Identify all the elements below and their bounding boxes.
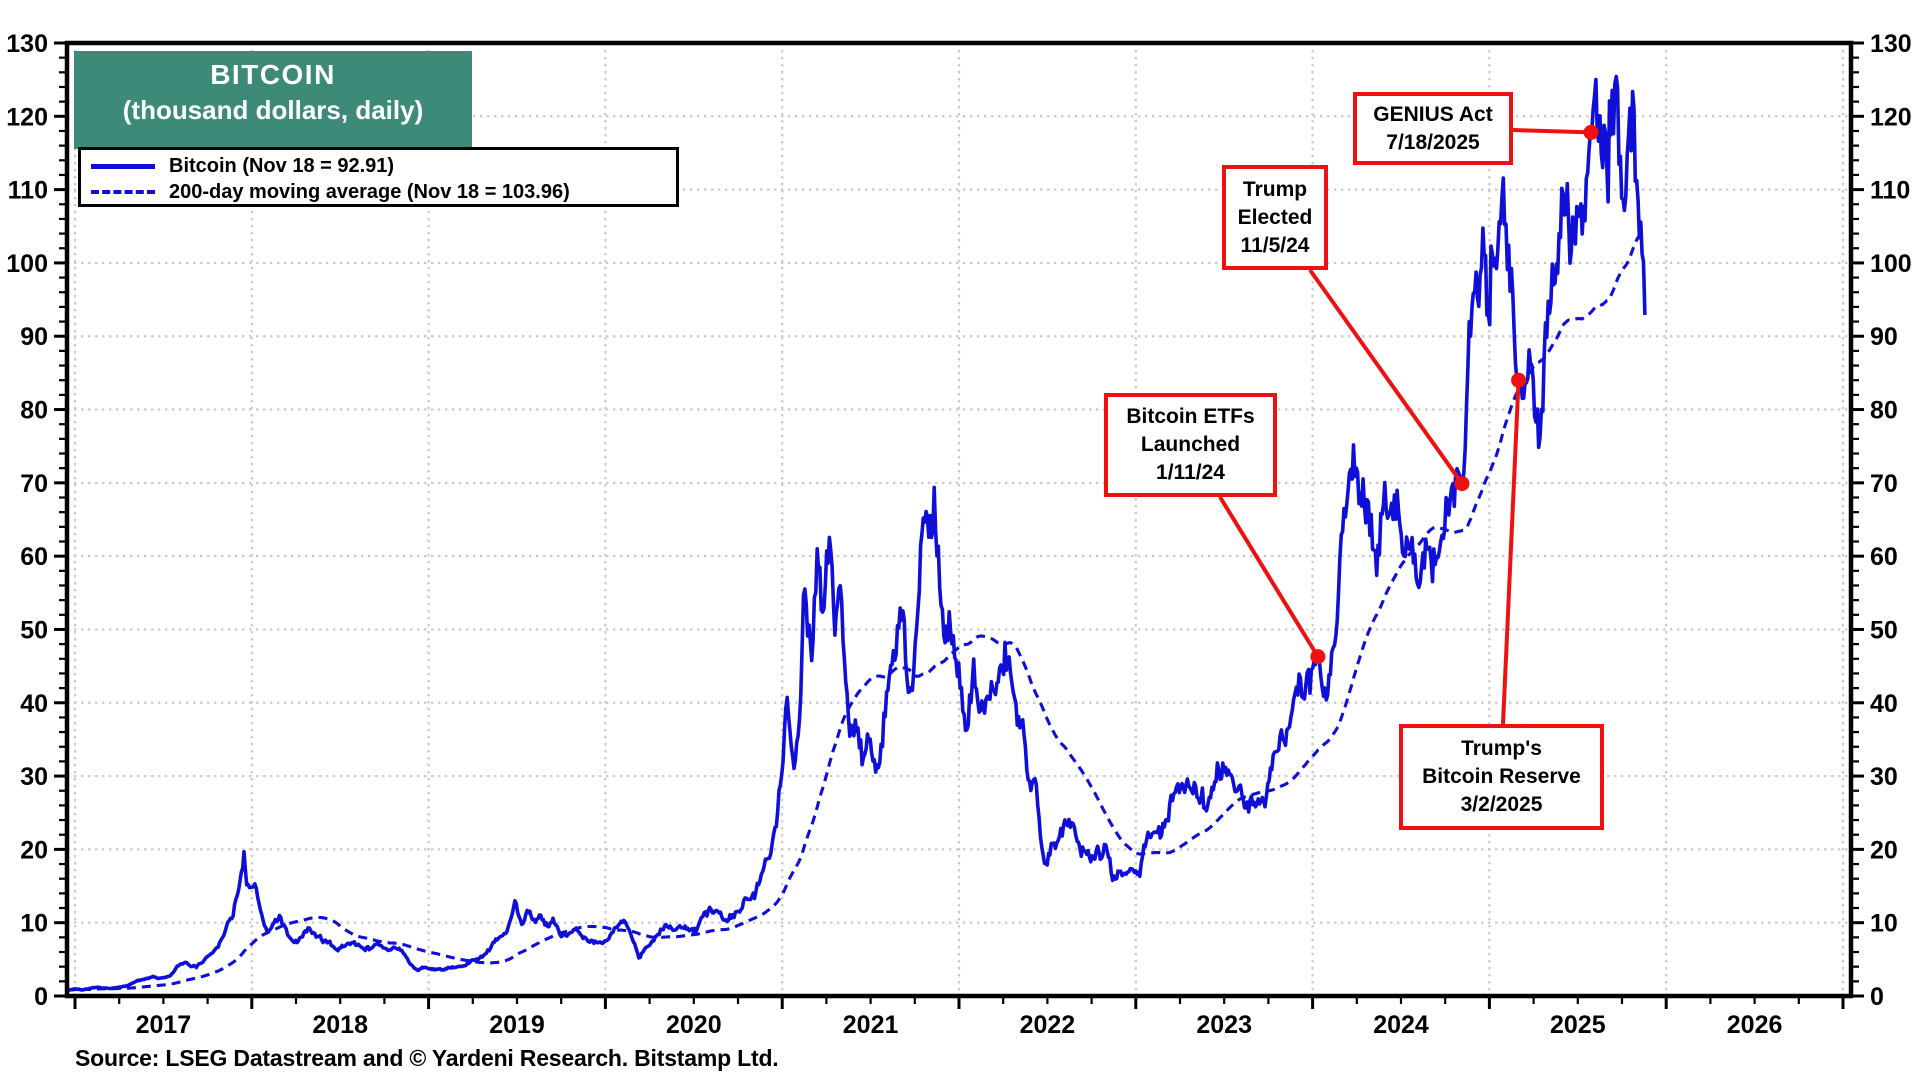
x-axis-label-year: 2019 [489,1011,545,1039]
plot-frame [64,40,1854,999]
solid-line-swatch [91,163,155,169]
y-axis-label-right: 30 [1870,763,1898,791]
source-credit: Source: LSEG Datastream and © Yardeni Re… [75,1045,779,1071]
y-axis-label-left: 60 [20,543,48,571]
annotation-line: Trump [1242,177,1308,201]
annotation-box-bitcoin-reserve: Trump's Bitcoin Reserve 3/2/2025 [1399,724,1604,830]
y-axis-label-right: 10 [1870,910,1898,938]
y-axis-label-left: 70 [20,470,48,498]
annotation-markers [1218,124,1599,725]
y-axis-label-right: 0 [1870,983,1884,1011]
y-axis-label-left: 120 [6,103,48,131]
annotation-line: Elected [1237,205,1313,229]
chart-title-box: BITCOIN (thousand dollars, daily) [74,51,472,149]
y-axis-label-left: 10 [20,910,48,938]
annotation-line: GENIUS Act [1373,102,1493,126]
annotation-line: 7/18/2025 [1386,130,1480,154]
annotation-dot-genius-act [1583,124,1599,140]
annotation-box-etf: Bitcoin ETFs Launched 1/11/24 [1104,393,1277,497]
y-axis-label-right: 70 [1870,470,1898,498]
y-axis-label-left: 110 [8,177,48,205]
legend-label: Bitcoin (Nov 18 = 92.91) [169,154,395,177]
annotation-box-genius-act: GENIUS Act 7/18/2025 [1353,92,1513,165]
annotation-line: Bitcoin ETFs [1126,405,1255,428]
y-axis-label-left: 0 [34,983,48,1011]
y-axis-label-left: 100 [6,250,48,278]
gridlines [67,43,1851,996]
x-axis-label-year: 2023 [1196,1011,1252,1039]
y-axis-label-left: 30 [20,763,48,791]
annotation-line: 3/2/2025 [1460,793,1543,816]
y-axis-label-right: 40 [1870,690,1898,718]
y-axis-label-right: 50 [1870,616,1898,644]
x-axis-label-year: 2021 [843,1011,899,1039]
bitcoin-price-line [67,74,1647,993]
y-axis-label-right: 80 [1870,397,1898,425]
y-axis-label-left: 40 [20,690,48,718]
y-axis-label-right: 90 [1870,323,1898,351]
x-axis-label-year: 2025 [1550,1011,1606,1039]
chart-subtitle: (thousand dollars, daily) [122,95,424,125]
y-axis-label-right: 130 [1870,30,1912,58]
y-axis-label-right: 20 [1870,836,1898,864]
annotation-dot-trump-elected [1454,476,1470,492]
x-axis-label-year: 2018 [312,1011,368,1039]
y-axis-label-right: 60 [1870,543,1898,571]
annotation-line: 1/11/24 [1156,461,1225,484]
y-axis-label-right: 110 [1870,177,1910,205]
moving-average-line [67,231,1646,992]
annotation-connector-etf [1218,495,1320,658]
annotation-connector-trump-elected [1308,268,1464,485]
legend-item-bitcoin: Bitcoin (Nov 18 = 92.91) [91,153,676,179]
x-axis-label-year: 2024 [1373,1011,1429,1039]
x-axis-label-year: 2020 [666,1011,722,1039]
y-axis-label-left: 80 [20,397,48,425]
annotation-line: Bitcoin Reserve [1422,765,1581,788]
x-axis-label-year: 2017 [136,1011,192,1039]
legend-item-moving-average: 200-day moving average (Nov 18 = 103.96) [91,179,676,205]
x-axis-label-year: 2026 [1727,1011,1783,1039]
chart-title: BITCOIN [210,59,336,90]
y-axis-label-left: 130 [6,30,48,58]
legend-label: 200-day moving average (Nov 18 = 103.96) [169,180,570,203]
x-axis-label-year: 2022 [1020,1011,1076,1039]
dashed-line-swatch [91,190,155,194]
y-axis-label-left: 20 [20,836,48,864]
y-axis-label-right: 100 [1870,250,1912,278]
annotation-connector-genius-act [1512,128,1592,135]
annotation-box-trump-elected: Trump Elected 11/5/24 [1222,165,1328,270]
annotation-dot-etf [1310,649,1326,665]
annotation-line: 11/5/24 [1240,233,1310,257]
y-axis-label-right: 120 [1870,103,1912,131]
legend-box: Bitcoin (Nov 18 = 92.91) 200-day moving … [78,147,679,207]
annotation-line: Launched [1140,433,1241,456]
y-axis-label-left: 50 [20,616,48,644]
y-axis-label-left: 90 [20,323,48,351]
annotation-dot-bitcoin-reserve [1511,372,1527,388]
annotation-line: Trump's [1461,737,1542,760]
annotation-connector-bitcoin-reserve [1501,380,1521,725]
